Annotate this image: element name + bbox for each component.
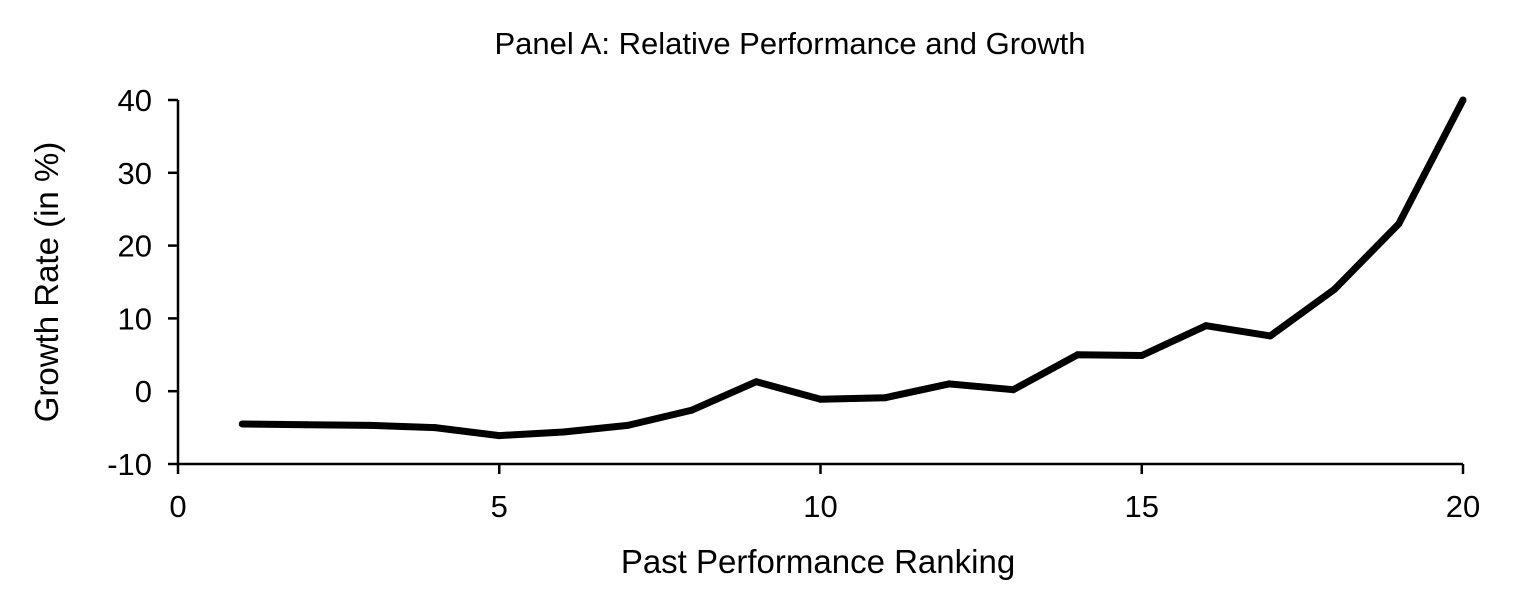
data-point (1395, 220, 1403, 228)
series-layer (238, 96, 1467, 440)
y-tick-label: -10 (107, 447, 152, 482)
y-tick-label: 10 (118, 301, 152, 336)
data-point (431, 424, 439, 432)
data-point (1009, 386, 1017, 394)
ticks: -10 0 10 20 30 40 0 5 10 15 20 (107, 83, 1480, 524)
y-tick-label: 20 (118, 229, 152, 264)
x-tick-label: 5 (491, 489, 508, 524)
data-point (1138, 352, 1146, 360)
data-point (367, 421, 375, 429)
data-point (303, 421, 310, 429)
data-point (752, 378, 760, 386)
axes (176, 100, 1463, 466)
x-tick-label: 0 (169, 489, 186, 524)
data-point (688, 406, 696, 414)
y-tick-label: 0 (135, 374, 152, 409)
data-point (881, 394, 889, 402)
series-line (242, 98, 1467, 440)
chart-title: Panel A: Relative Performance and Growth (494, 26, 1085, 61)
data-point (1331, 285, 1338, 293)
data-point (945, 380, 953, 388)
data-point (560, 428, 567, 436)
y-tick-label: 40 (118, 83, 152, 118)
data-point (624, 421, 632, 429)
data-point (495, 432, 503, 440)
x-tick-label: 10 (803, 489, 837, 524)
x-axis-label: Past Performance Ranking (621, 543, 1015, 580)
data-point (817, 395, 824, 403)
data-point (1459, 96, 1467, 104)
data-point (238, 420, 246, 428)
x-tick-label: 15 (1125, 489, 1159, 524)
y-tick-label: 30 (118, 156, 152, 191)
data-point (1202, 322, 1210, 330)
data-point (1074, 351, 1081, 359)
x-tick-label: 20 (1446, 489, 1480, 524)
y-axis-label: Growth Rate (in %) (28, 142, 65, 423)
data-point (1266, 332, 1274, 340)
